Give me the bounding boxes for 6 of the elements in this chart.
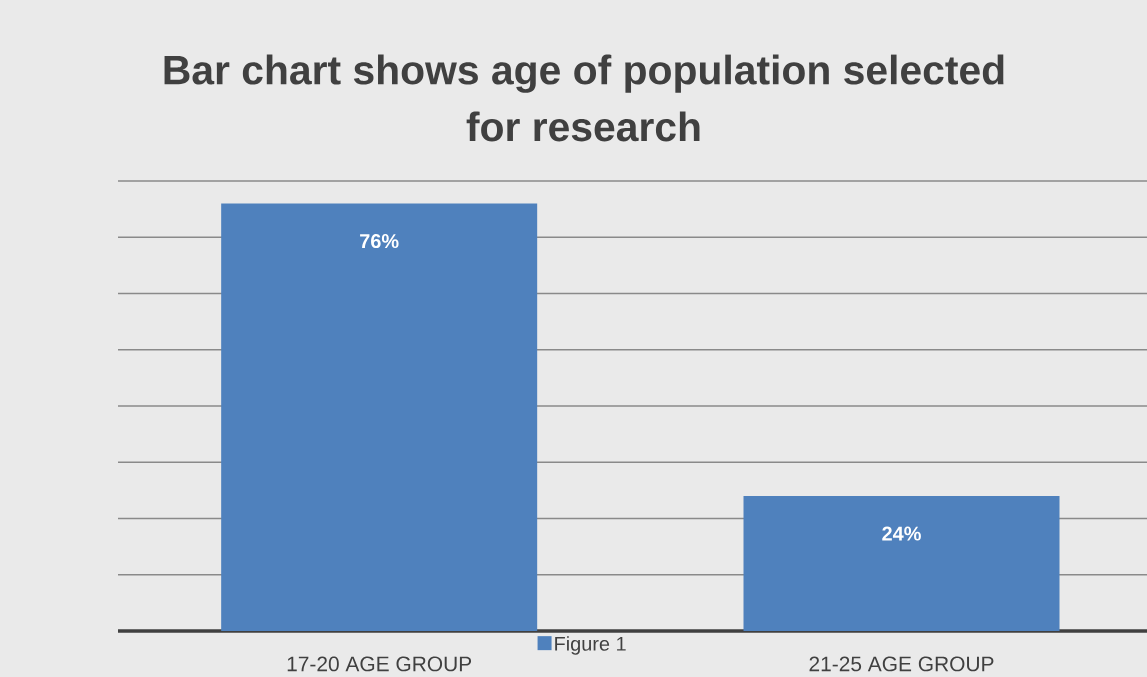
x-tick-label: 17-20 AGE GROUP (287, 656, 472, 672)
data-label: 76% (360, 234, 399, 249)
legend-label: Figure 1 (555, 636, 626, 655)
data-label: 24% (882, 526, 921, 541)
chart-title: Bar chart shows age of population selected for research (164, 54, 1004, 142)
x-tick-label: 21-25 AGE GROUP (809, 656, 994, 672)
